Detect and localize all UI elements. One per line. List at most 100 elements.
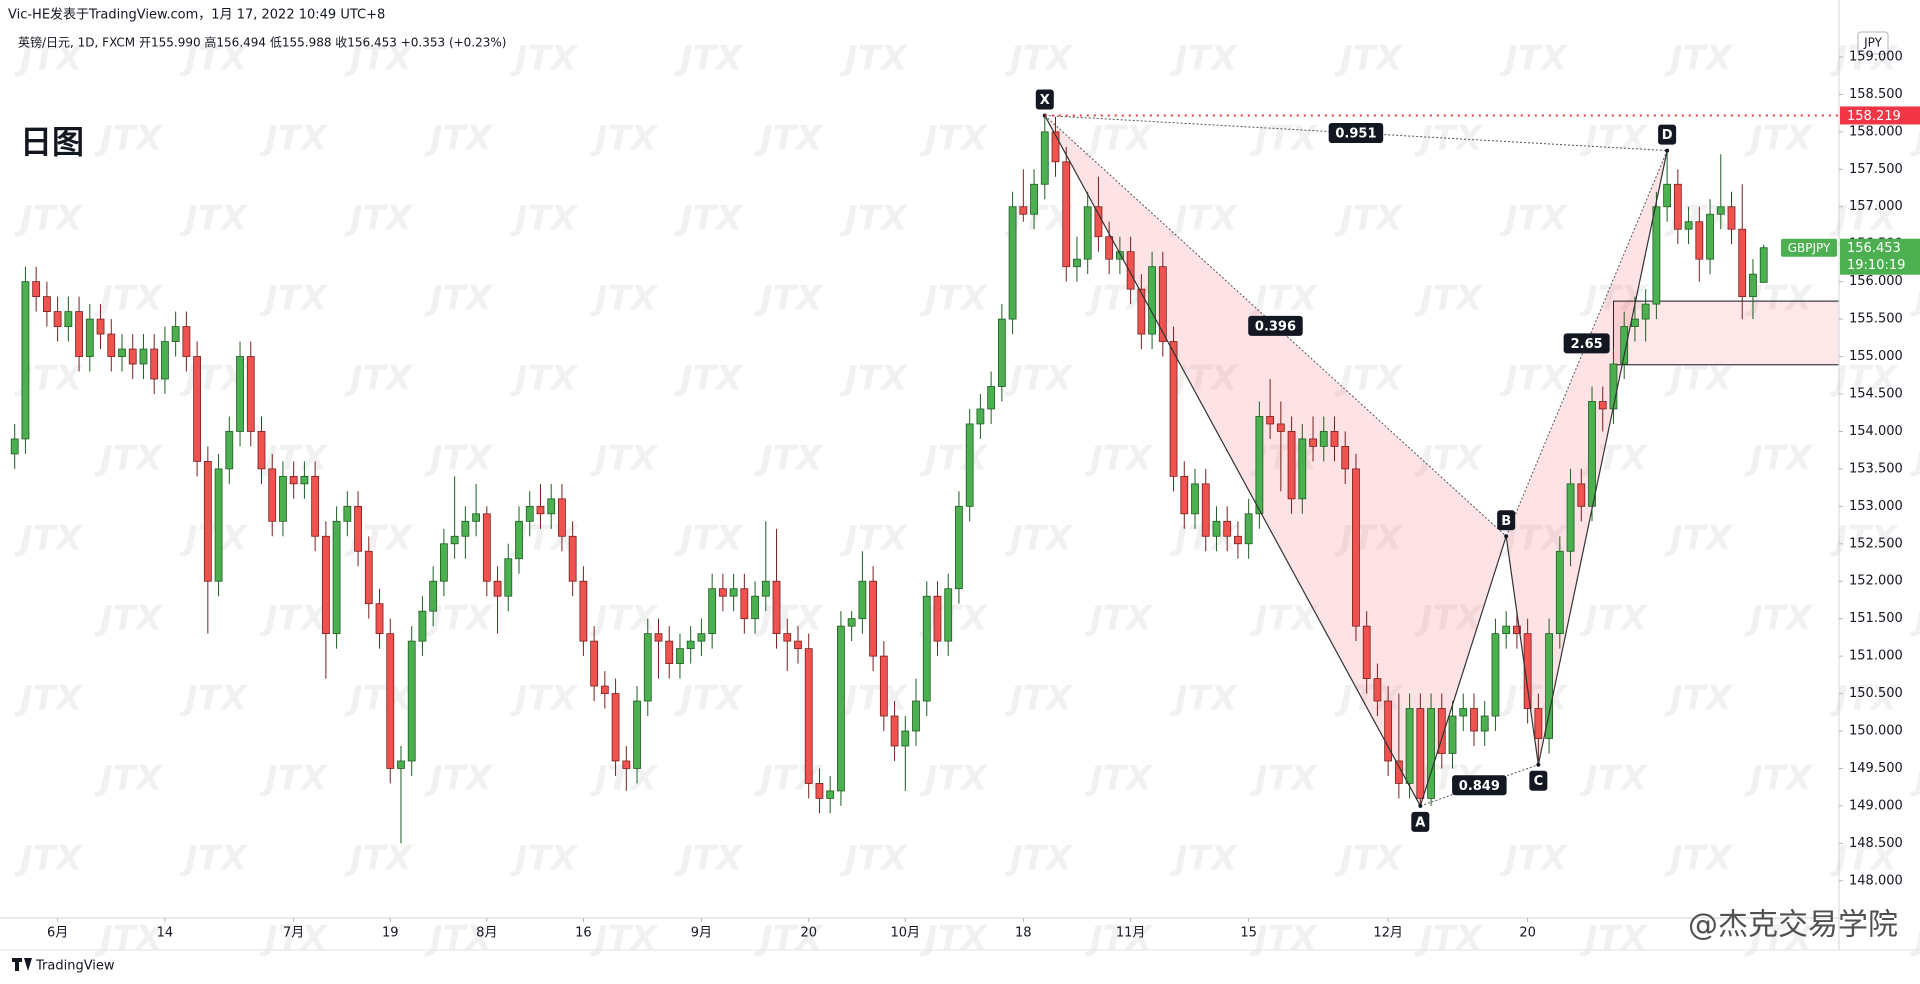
candle-body (397, 760, 405, 769)
plot (10, 114, 1840, 844)
zone (1612, 300, 1840, 366)
watermark: JTX (1249, 279, 1319, 319)
watermark: JTX (674, 39, 744, 79)
watermark: JTX (1499, 839, 1569, 879)
candle-body (1588, 401, 1596, 507)
candle-body (944, 588, 953, 642)
y-tick-label: 148.500 (1849, 836, 1903, 851)
watermark: JTX (1829, 839, 1899, 879)
candle-body (75, 311, 83, 357)
watermark: JTX (674, 679, 744, 719)
x-tick-label: 10月 (891, 926, 921, 941)
watermark: JTX (754, 919, 824, 959)
ratio-label: 0.951 (1335, 127, 1376, 142)
candle-body (482, 513, 491, 582)
candle-body (1137, 288, 1146, 335)
point-label: B (1501, 514, 1511, 529)
candle-body (1620, 326, 1629, 365)
candle-body (1491, 633, 1500, 717)
candle-body (1212, 520, 1221, 537)
watermark: JTX (1334, 359, 1404, 399)
x-tick-label: 7月 (283, 926, 304, 941)
credit: @杰克交易学院 (1688, 908, 1898, 943)
candle-body (332, 520, 341, 635)
watermark: JTX (589, 279, 659, 319)
point-label: D (1662, 128, 1673, 143)
watermark: JTX (14, 519, 84, 559)
candle-body (654, 633, 663, 642)
watermark: JTX (674, 199, 744, 239)
x-tick-label: 14 (157, 926, 174, 941)
watermark: JTX (259, 919, 329, 959)
watermark: JTX (1004, 359, 1074, 399)
symbol-label: GBPJPY (1788, 241, 1831, 255)
watermark: JTX (509, 39, 579, 79)
y-tick-label: 153.000 (1849, 499, 1903, 514)
watermark: JTX (1829, 679, 1899, 719)
candle-body (826, 790, 835, 799)
y-tick-label: 158.000 (1849, 124, 1903, 139)
candle-body (933, 595, 942, 642)
watermark: JTX (1499, 679, 1569, 719)
candle-body (1555, 550, 1564, 635)
candle-body (1663, 183, 1672, 208)
currency-box (1857, 31, 1889, 55)
candle-body (890, 715, 899, 747)
candle-body (643, 633, 652, 702)
last-price: 156.453 (1847, 241, 1901, 256)
watermark: JTX (1909, 439, 1920, 479)
candle-body (1309, 438, 1317, 447)
y-tick-label: 157.500 (1849, 162, 1903, 177)
candle-body (901, 730, 910, 747)
watermark: JTX (94, 759, 164, 799)
watermark: JTX (1579, 119, 1649, 159)
watermark: JTX (1744, 599, 1814, 639)
candle-body (10, 438, 19, 455)
candle-body (558, 498, 566, 537)
candle-body (439, 543, 448, 582)
candle-body (611, 693, 620, 762)
watermark: JTX (839, 839, 909, 879)
candle-body (1083, 206, 1092, 260)
candle-body (1523, 633, 1532, 709)
countdown: 19:10:19 (1847, 258, 1905, 273)
watermark: JTX (424, 919, 494, 959)
candle-body (1405, 708, 1414, 784)
candle-body (504, 558, 513, 597)
candle-body (1502, 625, 1511, 635)
watermark: JTX (1744, 919, 1814, 959)
watermark: JTX (919, 919, 989, 959)
candle-body (1169, 341, 1178, 477)
candle-body (1158, 266, 1167, 342)
candle-body (1341, 446, 1350, 470)
candle-body (1040, 131, 1049, 185)
candle-body (1598, 401, 1607, 410)
candle-body (708, 588, 717, 635)
candle-body (268, 468, 277, 522)
candle-body (922, 595, 931, 702)
candle-body (246, 356, 255, 432)
x-tick-label: 16 (575, 926, 592, 941)
candle-body (965, 423, 974, 507)
candle-body (1416, 708, 1425, 799)
watermark: JTX (1249, 119, 1319, 159)
candle-body (1276, 423, 1285, 432)
candle-body (118, 348, 126, 357)
watermark: JTX (1744, 439, 1814, 479)
candle-body (976, 408, 985, 425)
candle-body (193, 356, 202, 462)
candle-body (547, 498, 556, 515)
candle-body (1459, 708, 1468, 717)
candle-body (869, 580, 877, 657)
candle-body (590, 640, 599, 687)
candle-body (1051, 131, 1060, 163)
watermark: JTX (1084, 599, 1154, 639)
candle-body (686, 640, 695, 650)
watermark: JTX (754, 119, 824, 159)
watermark: JTX (344, 679, 414, 719)
watermark: JTX (179, 199, 249, 239)
candle-body (311, 475, 320, 537)
watermark: JTX (919, 279, 989, 319)
candle-body (343, 505, 352, 522)
watermark: JTX (179, 519, 249, 559)
